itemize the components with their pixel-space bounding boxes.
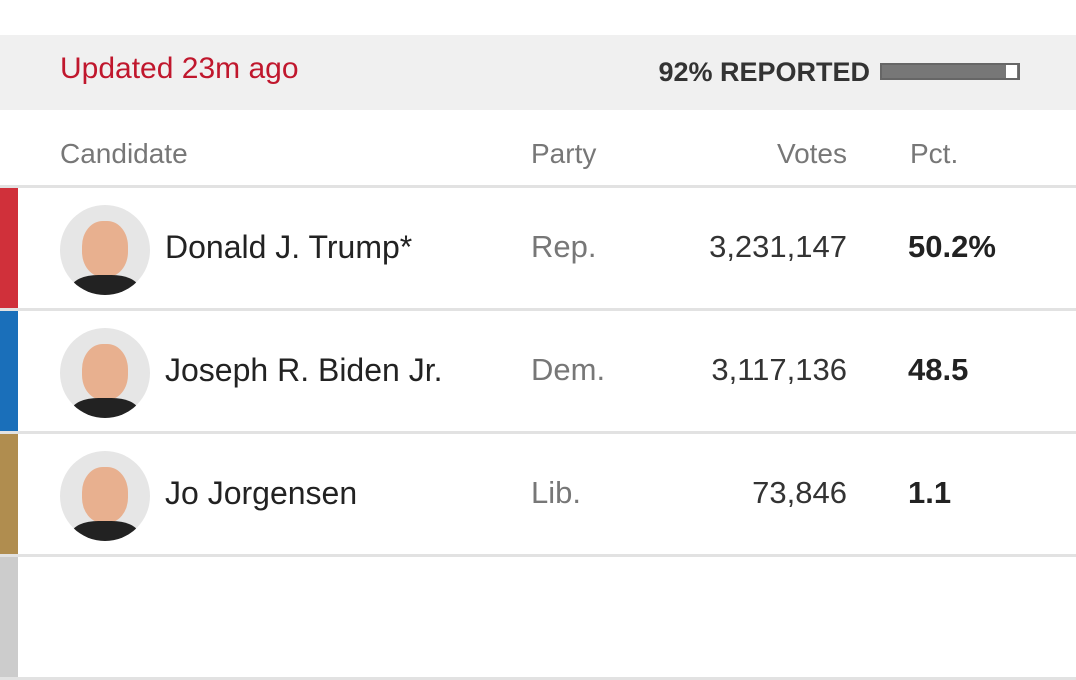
photo-body — [72, 275, 138, 295]
votes: 3,117,136 — [711, 352, 847, 387]
column-header[interactable]: Votes — [776, 138, 847, 169]
row-separator — [0, 554, 1076, 557]
row-separator — [0, 431, 1076, 434]
party-stripe — [0, 557, 18, 678]
reported-label: 92% REPORTED — [658, 57, 870, 87]
candidate-name: Donald J. Trump* — [165, 229, 413, 265]
party-stripe — [0, 188, 18, 309]
row-separator — [0, 308, 1076, 311]
column-header[interactable]: Party — [531, 138, 597, 169]
results-page: Updated 23m ago 92% REPORTED Candidate P… — [0, 35, 1076, 680]
column-header[interactable]: Pct. — [910, 138, 959, 169]
updated-label: Updated 23m ago — [60, 52, 299, 85]
party: Dem. — [531, 352, 606, 387]
photo-face — [82, 344, 128, 400]
progress-remaining — [1006, 65, 1017, 78]
votes: 73,846 — [752, 475, 847, 510]
votes: 3,231,147 — [709, 229, 847, 264]
photo-body — [72, 398, 138, 418]
photo-face — [82, 221, 128, 277]
candidate-name: Joseph R. Biden Jr. — [165, 352, 443, 388]
progress-bar — [880, 63, 1020, 80]
column-header[interactable]: Candidate — [60, 138, 188, 169]
percent: 50.2% — [908, 229, 996, 264]
photo-face — [82, 467, 128, 523]
candidate-photo — [60, 451, 150, 541]
row-separator — [0, 185, 1076, 188]
party: Rep. — [531, 229, 597, 264]
party-stripe — [0, 434, 18, 555]
party-stripe — [0, 311, 18, 432]
candidate-photo — [60, 205, 150, 295]
candidate-name: Jo Jorgensen — [165, 475, 358, 511]
percent: 48.5 — [908, 352, 969, 387]
percent: 1.1 — [908, 475, 952, 510]
photo-body — [72, 521, 138, 541]
candidate-photo — [60, 328, 150, 418]
party: Lib. — [531, 475, 581, 510]
